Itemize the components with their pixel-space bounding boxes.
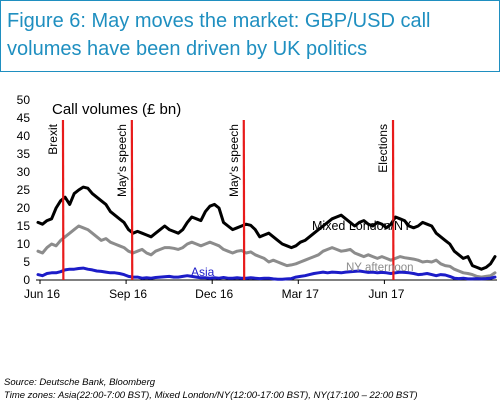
y-tick-label: 50 [17,93,31,107]
y-tick-label: 25 [17,183,31,197]
x-tick-label: Jun 17 [368,287,404,301]
y-tick-label: 0 [23,273,30,287]
event-label: May's speech [115,124,129,197]
y-tick-label: 15 [17,219,31,233]
event-markers: Brexit May's speech May's speech Elections [46,119,395,281]
footnotes: Source: Deutsche Bank, Bloomberg Time zo… [4,376,418,402]
y-tick-label: 35 [17,147,31,161]
y-axis-ticks: 0 5 10 15 20 25 30 35 40 45 50 [17,93,31,287]
x-tick-label: Mar 17 [282,287,320,301]
y-tick-label: 45 [17,111,31,125]
call-volumes-chart: 0 5 10 15 20 25 30 35 40 45 50 Jun 16 Sep 16 Dec 16 M… [17,93,497,301]
y-tick-label: 10 [17,237,31,251]
event-label: May's speech [227,124,241,197]
series-lines [36,185,497,281]
source-note: Source: Deutsche Bank, Bloomberg [4,377,156,388]
x-tick-label: Sep 16 [109,287,147,301]
series-line-asia [36,266,497,281]
y-tick-label: 40 [17,129,31,143]
series-line-mixed-london-ny [36,185,497,271]
x-axis-ticks: Jun 16 Sep 16 Dec 16 Mar 17 Jun 17 [24,280,405,301]
figure-header: Figure 6: May moves the market: GBP/USD … [0,0,500,72]
event-label: Elections [376,124,390,173]
series-line-ny-afternoon [36,224,497,279]
x-tick-label: Dec 16 [195,287,233,301]
series-label-ny-afternoon: NY afternoon [346,262,414,274]
series-label-mixed-london-ny: Mixed London/NY [312,219,412,233]
figure-title: Figure 6: May moves the market: GBP/USD … [7,10,431,60]
y-tick-label: 5 [23,255,30,269]
y-tick-label: 20 [17,201,31,215]
series-label-asia: Asia [191,265,215,279]
y-tick-label: 30 [17,165,31,179]
event-label: Brexit [46,123,60,154]
chart-title: Call volumes (£ bn) [52,101,181,118]
time-zones-note: Time zones: Asia(22:00-7:00 BST), Mixed … [4,390,418,401]
x-tick-label: Jun 16 [24,287,60,301]
